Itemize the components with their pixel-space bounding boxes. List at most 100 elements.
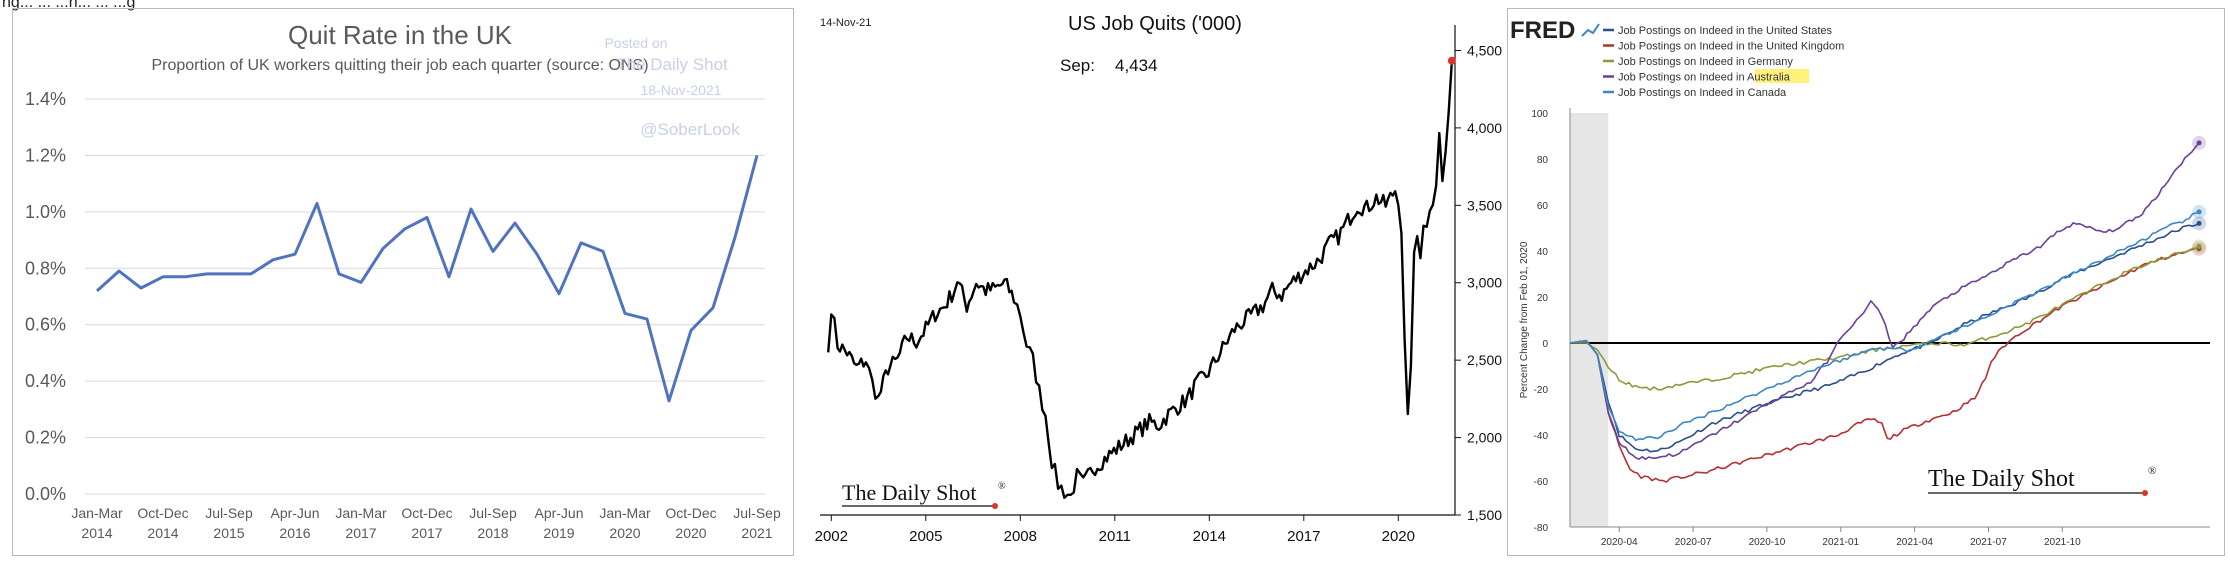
y-tick-label: 0	[1542, 339, 1548, 350]
legend-label-text: Job Postings on Indeed in the United Kin…	[1618, 41, 1844, 53]
uk-quit-rate-svg: Quit Rate in the UK Proportion of UK work…	[25, 20, 781, 541]
x-tick-label: Jan-Mar	[71, 505, 123, 521]
x-tick-label: Oct-Dec	[665, 505, 716, 521]
x-tick-label: Oct-Dec	[137, 505, 188, 521]
annotation-label: Sep:	[1060, 56, 1095, 75]
fred-logo: FRED	[1510, 17, 1575, 44]
us-job-quits-chart-panel: 14-Nov-21 US Job Quits ('000) Sep: 4,434 1,5…	[800, 0, 1503, 566]
legend-highlight-box	[1755, 69, 1809, 83]
x-tick-label: 2017	[1287, 528, 1320, 545]
y-tick-label: 1.2%	[25, 145, 66, 165]
y-tick-label: 100	[1531, 109, 1548, 120]
y-tick-label: 1.0%	[25, 202, 66, 222]
y-tick-label: 80	[1537, 155, 1549, 166]
legend-label-text: Job Postings on Indeed in Germany	[1618, 56, 1793, 68]
x-tick-label: 2021	[741, 525, 772, 541]
watermark-line: Posted on	[604, 35, 667, 51]
chart-title: US Job Quits ('000)	[1068, 13, 1242, 35]
x-tick-label: 2021-04	[1896, 537, 1933, 548]
legend-label-text: Job Postings on Indeed in Canada	[1618, 87, 1787, 99]
x-tick-label: 2002	[815, 528, 848, 545]
chart-subtitle: Proportion of UK workers quitting their …	[151, 57, 648, 74]
y-tick-label: -20	[1534, 385, 1549, 396]
job-quits-line	[827, 60, 1454, 499]
y-tick-label: 2,500	[1467, 352, 1502, 368]
y-tick-label: 4,000	[1467, 120, 1502, 136]
series-line	[1569, 247, 2200, 483]
series-line	[1570, 245, 2200, 391]
legend-label: Job Postings on Indeed in Australia	[1618, 72, 1791, 84]
x-tick-label: Jan-Mar	[599, 505, 651, 521]
y-tick-label: 40	[1537, 247, 1549, 258]
x-tick-label: 2008	[1004, 528, 1037, 545]
latest-point-marker	[1447, 56, 1456, 65]
y-tick-label: -40	[1534, 431, 1549, 442]
y-tick-label: 0.6%	[25, 315, 66, 335]
x-tick-label: 2021-01	[1822, 537, 1859, 548]
x-tick-label: 2020-04	[1601, 537, 1638, 548]
fred-chart-frame	[1507, 8, 2225, 556]
series-line	[1569, 211, 2200, 442]
x-tick-label: Apr-Jun	[270, 505, 319, 521]
fred-indeed-svg: FRED Job Postings on Indeed in the United…	[1510, 17, 2210, 548]
fred-chart-icon	[1581, 23, 1600, 37]
x-tick-label: 2016	[279, 525, 310, 541]
legend-label: Job Postings on Indeed in Germany	[1618, 56, 1793, 68]
legend-label: Job Postings on Indeed in Canada	[1618, 87, 1787, 99]
x-tick-label: Oct-Dec	[401, 505, 452, 521]
y-tick-label: 3,500	[1467, 197, 1502, 213]
x-tick-label: Apr-Jun	[534, 505, 583, 521]
x-tick-label: 2020	[675, 525, 706, 541]
x-tick-label: 2017	[411, 525, 442, 541]
y-tick-label: -80	[1534, 523, 1549, 534]
y-tick-label: 20	[1537, 293, 1549, 304]
brand-name: The Daily Shot	[842, 480, 976, 505]
x-tick-label: Jul-Sep	[205, 505, 253, 521]
y-tick-label: 60	[1537, 201, 1549, 212]
watermark-line: 18-Nov-2021	[641, 82, 722, 98]
series-end-marker	[2196, 209, 2202, 215]
x-tick-label: 2020-07	[1675, 537, 1712, 548]
recession-shading	[1570, 113, 1609, 527]
series-line	[1569, 222, 2200, 453]
x-tick-label: 2019	[543, 525, 574, 541]
series-end-marker	[2196, 140, 2202, 146]
chart-title: Quit Rate in the UK	[288, 20, 513, 50]
brand-dot	[992, 503, 998, 509]
x-tick-label: 2020	[609, 525, 640, 541]
legend-label: Job Postings on Indeed in the United Kin…	[1618, 41, 1844, 53]
y-tick-label: 1.4%	[25, 89, 66, 109]
legend-label-text: Job Postings on Indeed in	[1618, 72, 1747, 84]
y-tick-label: 0.8%	[25, 258, 66, 278]
x-tick-label: 2018	[477, 525, 508, 541]
y-tick-label: 2,000	[1467, 430, 1502, 446]
brand-name: The Daily Shot	[1928, 466, 2075, 492]
y-tick-label: 0.0%	[25, 484, 66, 504]
brand-mark: ®	[998, 481, 1006, 492]
x-tick-label: 2015	[213, 525, 244, 541]
legend-label: Job Postings on Indeed in the United Sta…	[1618, 25, 1833, 37]
watermark-line: The Daily Shot	[616, 55, 728, 74]
y-tick-label: -60	[1534, 477, 1549, 488]
x-tick-label: 2017	[345, 525, 376, 541]
legend-highlight-text: Australia	[1747, 72, 1791, 84]
x-tick-label: Jul-Sep	[469, 505, 517, 521]
x-tick-label: 2005	[909, 528, 942, 545]
series-line	[1569, 142, 2200, 461]
x-tick-label: 2014	[1193, 528, 1226, 545]
y-tick-label: 4,500	[1467, 42, 1502, 58]
x-tick-label: 2021-07	[1970, 537, 2007, 548]
brand-mark: ®	[2148, 465, 2156, 477]
x-tick-label: Jul-Sep	[733, 505, 781, 521]
x-tick-label: 2020	[1382, 528, 1415, 545]
legend-label-text: Job Postings on Indeed in the United Sta…	[1618, 25, 1833, 37]
x-tick-label: 2021-10	[2044, 537, 2081, 548]
quit-rate-line	[95, 155, 759, 403]
x-tick-label: 2011	[1099, 528, 1131, 545]
y-tick-label: 0.4%	[25, 371, 66, 391]
y-tick-label: 1,500	[1467, 507, 1502, 523]
series-end-marker	[2196, 243, 2202, 249]
date-label: 14-Nov-21	[820, 17, 871, 29]
x-tick-label: 2014	[81, 525, 112, 541]
y-axis-label: Percent Change from Feb 01, 2020	[1519, 241, 1530, 398]
